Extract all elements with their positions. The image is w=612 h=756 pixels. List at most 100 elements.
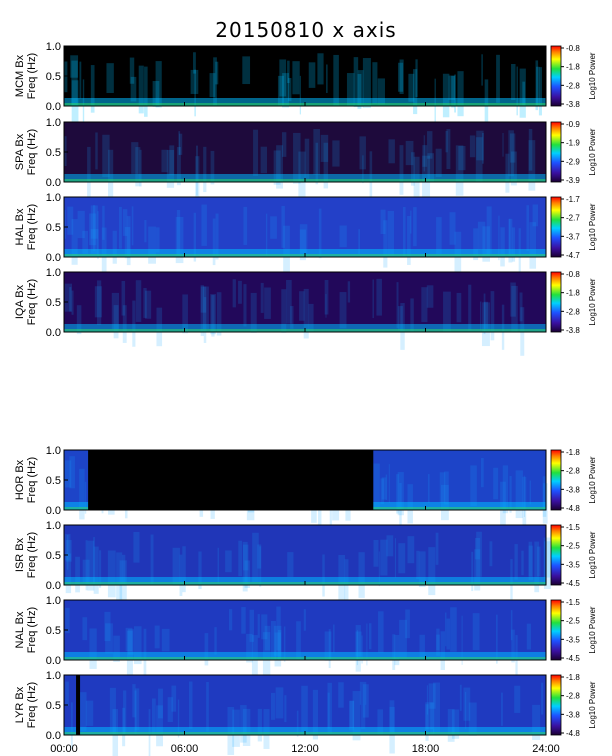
- colorbar-tick-label: -2.7: [566, 214, 580, 223]
- burst-streak: [440, 631, 445, 670]
- colorbar-tick-label: -0.9: [566, 120, 580, 129]
- burst-streak: [228, 609, 233, 631]
- colorbar-tick-label: -4.5: [566, 654, 580, 663]
- y-tick-label: 1.0: [46, 670, 61, 682]
- y-tick-label: 0.0: [46, 505, 61, 517]
- colorbar-tick-label: -3.7: [566, 232, 580, 241]
- colorbar-tick-label: -2.8: [566, 81, 580, 90]
- burst-streak: [246, 633, 253, 663]
- colorbar-label: Log10 Power: [588, 681, 597, 728]
- burst-streak: [242, 56, 251, 85]
- y-axis-label: Freq (Hz): [26, 607, 38, 653]
- burst-streak: [261, 614, 268, 640]
- burst-streak: [432, 682, 441, 734]
- burst-streak: [270, 620, 276, 661]
- burst-streak: [386, 535, 394, 557]
- burst-streak: [442, 73, 450, 118]
- burst-streak: [130, 76, 137, 102]
- burst-streak: [104, 611, 111, 642]
- burst-streak: [468, 284, 472, 331]
- burst-streak: [71, 60, 78, 107]
- burst-streak: [357, 74, 362, 109]
- burst-streak: [428, 547, 436, 596]
- burst-streak: [139, 149, 142, 187]
- burst-streak: [394, 634, 400, 666]
- y-axis-station-label: HOR Bx: [14, 459, 26, 500]
- burst-streak: [243, 544, 249, 571]
- burst-streak: [250, 292, 257, 333]
- burst-streak: [410, 210, 412, 234]
- colorbar-tick-label: -3.8: [566, 326, 580, 335]
- burst-streak: [450, 607, 457, 652]
- burst-streak: [481, 54, 483, 86]
- burst-streak: [320, 134, 329, 162]
- burst-streak: [156, 227, 160, 253]
- burst-streak: [508, 218, 513, 263]
- burst-streak: [398, 543, 406, 574]
- burst-streak: [543, 541, 552, 589]
- burst-streak: [380, 209, 386, 235]
- burst-streak: [89, 628, 97, 669]
- colorbar-tick-label: -1.8: [566, 448, 580, 457]
- burst-streak: [93, 546, 99, 594]
- burst-streak: [426, 685, 429, 715]
- burst-streak: [373, 539, 379, 567]
- burst-streak: [284, 695, 287, 723]
- burst-streak: [119, 206, 122, 249]
- burst-streak: [380, 539, 388, 576]
- y-tick-label: 0.5: [46, 297, 61, 309]
- x-tick-label: 06:00: [171, 743, 199, 755]
- burst-streak: [509, 475, 512, 513]
- colorbar-tick-label: -4.8: [566, 729, 580, 738]
- burst-streak: [327, 682, 332, 734]
- data-gap: [76, 675, 81, 735]
- burst-streak: [510, 610, 513, 641]
- burst-streak: [357, 70, 364, 108]
- burst-streak: [75, 556, 80, 593]
- panel-iqa: 0.0 0.5 1.0 IQA Bx Freq (Hz) -0.8 -1.8 -2.8 -3.8…: [14, 267, 597, 356]
- burst-streak: [257, 544, 262, 569]
- burst-streak: [132, 684, 136, 718]
- burst-streak: [169, 145, 175, 176]
- burst-streak: [317, 53, 324, 85]
- y-tick-label: 0.5: [46, 147, 61, 159]
- burst-streak: [154, 625, 160, 649]
- colorbar-label: Log10 Power: [588, 128, 597, 175]
- burst-streak: [193, 52, 196, 74]
- burst-streak: [66, 534, 69, 570]
- panel-hal: 0.0 0.5 1.0 HAL Bx Freq (Hz) -1.7 -2.7 -3.7 -4.7…: [14, 192, 597, 283]
- y-axis-station-label: SPA Bx: [14, 133, 26, 170]
- burst-streak: [93, 537, 95, 585]
- burst-streak: [509, 133, 516, 163]
- colorbar-tick-label: -3.5: [566, 635, 580, 644]
- colorbar-label: Log10 Power: [588, 606, 597, 653]
- burst-streak: [418, 551, 426, 588]
- burst-streak: [132, 300, 136, 347]
- burst-streak: [362, 155, 364, 184]
- burst-streak: [482, 226, 490, 262]
- colorbar: [550, 674, 562, 736]
- burst-streak: [308, 62, 316, 88]
- burst-streak: [299, 224, 308, 254]
- burst-streak: [70, 55, 79, 78]
- burst-streak: [483, 301, 488, 329]
- burst-streak: [502, 132, 504, 157]
- burst-streak: [87, 146, 91, 198]
- y-axis-label: Freq (Hz): [26, 682, 38, 728]
- burst-streak: [486, 206, 492, 255]
- burst-streak: [92, 205, 96, 251]
- burst-streak: [127, 629, 134, 655]
- burst-streak: [416, 550, 420, 580]
- burst-streak: [423, 135, 425, 172]
- burst-streak: [273, 625, 282, 656]
- burst-streak: [461, 615, 463, 665]
- burst-streak: [167, 697, 173, 722]
- burst-streak: [287, 552, 294, 577]
- burst-streak: [274, 632, 282, 667]
- burst-streak: [510, 151, 517, 186]
- burst-streak: [177, 699, 180, 738]
- burst-streak: [69, 287, 72, 312]
- y-axis-label: Freq (Hz): [26, 532, 38, 578]
- burst-streak: [474, 537, 480, 560]
- burst-streak: [90, 229, 99, 254]
